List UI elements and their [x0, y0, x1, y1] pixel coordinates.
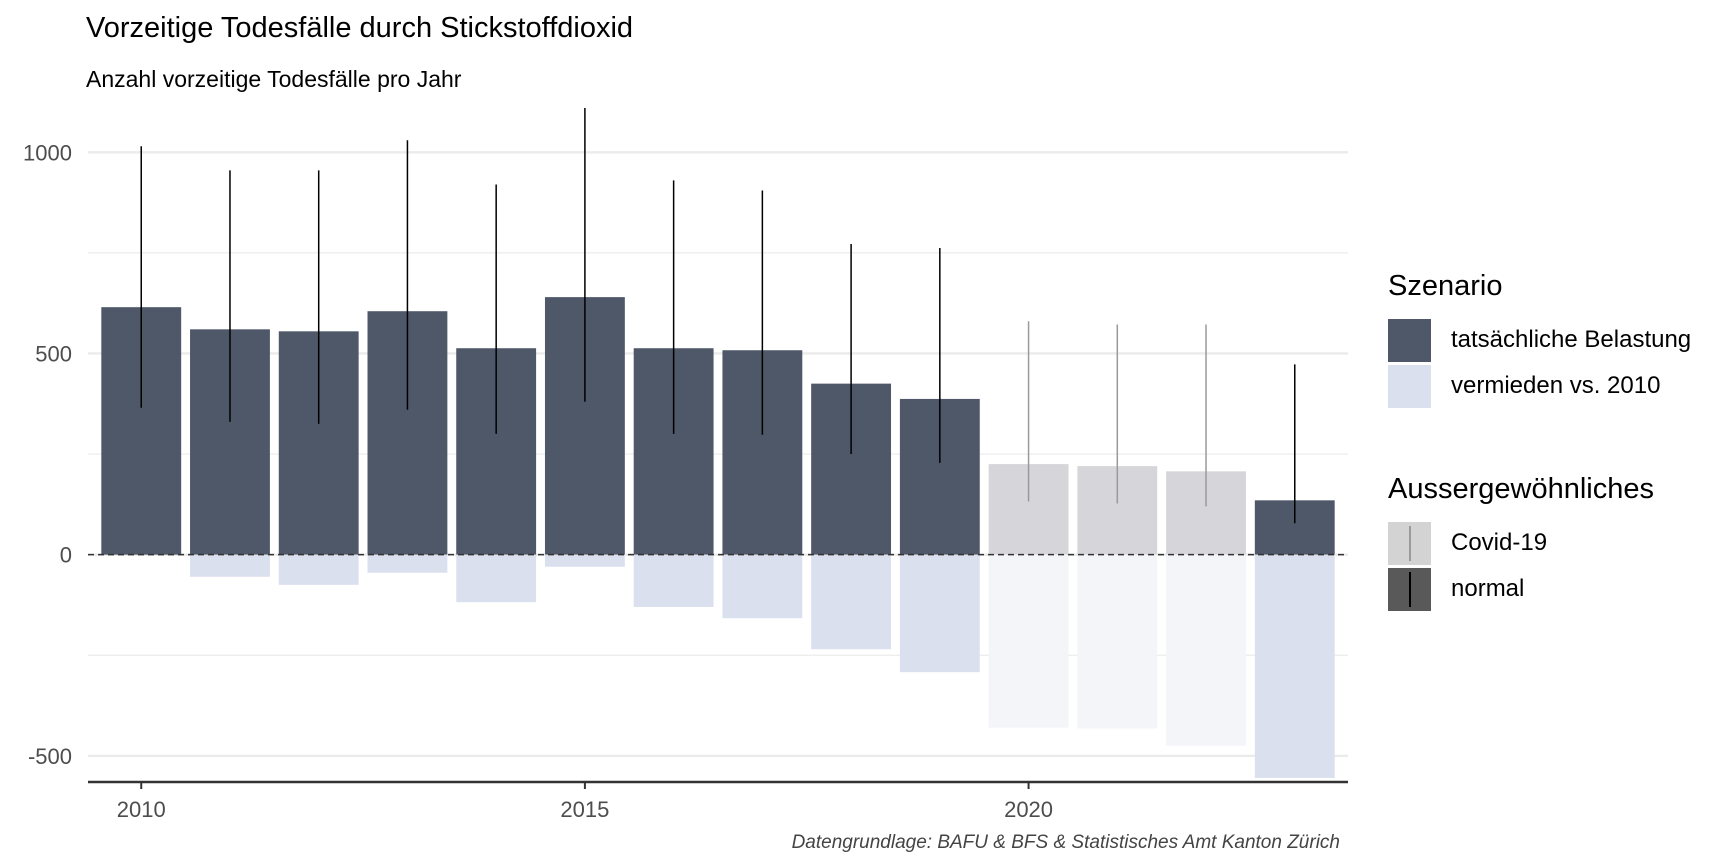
legend-swatch-normal — [1388, 567, 1431, 611]
bar-avoided-2022 — [1166, 554, 1246, 746]
y-tick-label: -500 — [28, 744, 72, 769]
legend-item-avoided: vermieden vs. 2010 — [1388, 363, 1691, 409]
legend-label-actual: tatsächliche Belastung — [1451, 326, 1692, 353]
legend-swatch-actual — [1388, 318, 1431, 362]
legend-szenario: Szenario tatsächliche Belastung vermiede… — [1388, 270, 1691, 409]
bar-avoided-2017 — [722, 554, 803, 619]
chart-caption: Datengrundlage: BAFU & BFS & Statistisch… — [791, 832, 1340, 853]
bar-avoided-2014 — [456, 554, 537, 603]
legend-ausser: Aussergewöhnliches Covid-19 normal — [1388, 473, 1654, 612]
legend-item-actual: tatsächliche Belastung — [1388, 317, 1691, 363]
legend-szenario-title: Szenario — [1388, 270, 1503, 302]
bar-avoided-2021 — [1077, 554, 1158, 729]
chart-title: Vorzeitige Todesfälle durch Stickstoffdi… — [86, 12, 634, 44]
y-tick-label: 500 — [35, 341, 72, 366]
bar-avoided-2018 — [811, 554, 892, 650]
legend-label-avoided: vermieden vs. 2010 — [1451, 372, 1661, 399]
bar-avoided-2020 — [988, 554, 1069, 728]
y-tick-label: 1000 — [23, 140, 72, 165]
legend-label-covid: Covid-19 — [1451, 529, 1548, 556]
x-tick-label: 2010 — [117, 797, 166, 822]
x-tick-label: 2015 — [560, 797, 609, 822]
bar-avoided-2016 — [633, 554, 714, 607]
legend-ausser-title: Aussergewöhnliches — [1388, 473, 1654, 505]
legend-swatch-avoided — [1388, 364, 1431, 408]
bar-avoided-2013 — [367, 554, 448, 573]
bar-avoided-2015 — [544, 554, 625, 567]
bar-avoided-2012 — [278, 554, 359, 585]
legend-item-normal: normal — [1388, 566, 1654, 612]
bar-avoided-2023 — [1254, 554, 1335, 778]
chart-subtitle: Anzahl vorzeitige Todesfälle pro Jahr — [86, 66, 462, 92]
bar-avoided-2011 — [190, 554, 270, 577]
y-tick-label: 0 — [60, 543, 72, 568]
legend-swatch-covid — [1388, 521, 1431, 565]
x-tick-label: 2020 — [1004, 797, 1053, 822]
bar-avoided-2019 — [899, 554, 980, 673]
legend-label-normal: normal — [1451, 575, 1525, 602]
legend-item-covid: Covid-19 — [1388, 520, 1654, 566]
